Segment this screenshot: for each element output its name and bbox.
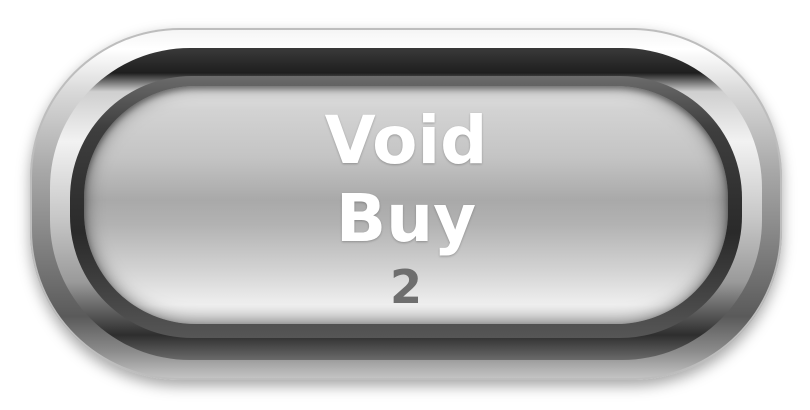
- button-label-line1: Void: [324, 102, 488, 179]
- button-label-line2: Buy: [335, 180, 477, 257]
- void-buy-button[interactable]: Void Buy 2: [84, 86, 728, 324]
- button-count-label: 2: [389, 260, 422, 314]
